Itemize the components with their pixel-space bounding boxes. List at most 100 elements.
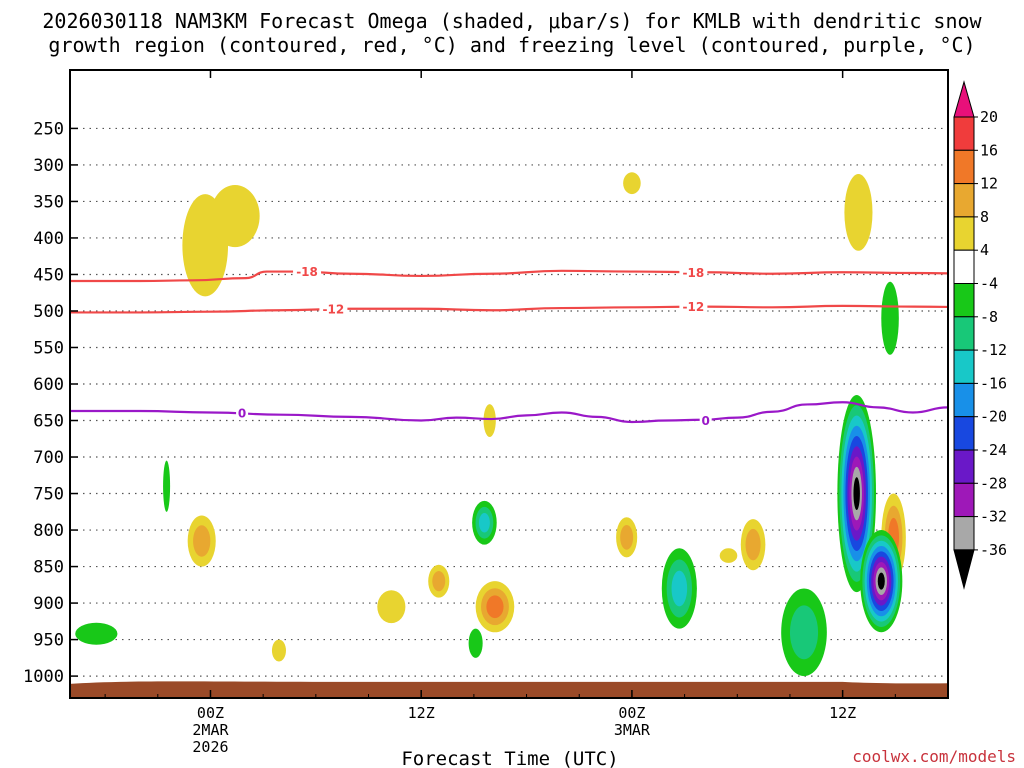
contour-label-bg	[995, 266, 1023, 281]
y-tick-label-1000: 1000	[23, 667, 64, 687]
contour-label-freezing-level: 0	[238, 407, 246, 421]
y-tick-label-650: 650	[33, 412, 64, 432]
contour-freezing-level	[70, 401, 948, 424]
y-tick-label-300: 300	[33, 156, 64, 176]
colorbar: 20 16 12 8 4 -4 -8 -12 -16 -20 -24 -28 -32 -36	[953, 80, 1007, 590]
omega-area-18	[468, 628, 483, 658]
omega-shade-level	[468, 628, 483, 658]
colorbar-label: -8	[980, 308, 998, 326]
y-tick-label-600: 600	[33, 375, 64, 395]
chart-title-line2: growth region (contoured, red, °C) and f…	[48, 33, 975, 57]
colorbar-label: -28	[980, 474, 1007, 492]
omega-shade-level	[377, 590, 406, 624]
y-axis-pressure: 250 300 350 400 450 500 550 600 650 700 750 800 850 9…	[23, 119, 78, 687]
colorbar-segment-1	[953, 116, 975, 151]
omega-area-12	[377, 590, 406, 624]
colorbar-segment-11	[953, 449, 975, 484]
x-tick-label: 12Z	[829, 704, 856, 722]
y-tick-label-700: 700	[33, 448, 64, 468]
omega-shade-level	[844, 174, 873, 251]
omega-area-16	[781, 588, 827, 677]
credit-text[interactable]: coolwx.com/models	[852, 747, 1016, 766]
omega-area-3	[844, 174, 873, 251]
omega-area-5	[881, 281, 899, 355]
contour-label-dgz-minus18: -18	[999, 267, 1021, 281]
colorbar-arrow-bottom	[953, 549, 975, 590]
colorbar-segment-2	[953, 149, 975, 185]
omega-shade-level	[877, 572, 885, 590]
colorbar-segment-6	[953, 283, 975, 318]
colorbar-label: -20	[980, 408, 1007, 426]
y-tick-label-900: 900	[33, 594, 64, 614]
x-tick-label: 00Z	[618, 704, 645, 722]
omega-area-15	[719, 548, 738, 563]
colorbar-label: -32	[980, 508, 1007, 526]
omega-area-1	[210, 185, 260, 248]
contour-label-freezing-level: 0	[701, 414, 709, 428]
omega-shade-level	[789, 605, 819, 660]
contour-label-bg	[699, 412, 712, 428]
colorbar-label: -4	[980, 275, 998, 293]
omega-shade-level	[957, 638, 975, 664]
contour-label-bg	[236, 405, 249, 421]
colorbar-segment-5	[953, 249, 975, 284]
omega-shade-level	[745, 528, 761, 561]
omega-shade-level	[271, 639, 286, 662]
omega-area-24	[985, 588, 1024, 646]
colorbar-segment-4	[953, 216, 975, 251]
contour-label-bg	[679, 264, 708, 280]
omega-shade-level	[719, 548, 738, 563]
omega-shade-level	[163, 460, 171, 512]
contour-dgz-minus12	[70, 304, 948, 314]
colorbar-segment-9	[953, 382, 975, 418]
y-tick-label-800: 800	[33, 521, 64, 541]
omega-shade-level	[432, 571, 446, 592]
omega-area-4	[483, 404, 496, 437]
x-tick-label: 00Z	[197, 704, 224, 722]
y-tick-label-450: 450	[33, 265, 64, 285]
omega-shade-level	[671, 570, 688, 607]
colorbar-label: -16	[980, 374, 1007, 392]
contour-label-bg	[293, 263, 322, 279]
omega-shade-level	[478, 513, 490, 533]
x-tick-label: 12Z	[408, 704, 435, 722]
y-tick-label-950: 950	[33, 631, 64, 651]
omega-area-14	[957, 638, 975, 664]
x-tick-label: 2MAR	[192, 721, 229, 739]
y-tick-label-550: 550	[33, 338, 64, 358]
colorbar-segment-3	[953, 183, 975, 218]
omega-shade-level	[483, 404, 496, 437]
colorbar-label: -24	[980, 441, 1007, 459]
contour-label-bg	[319, 300, 348, 316]
x-axis-label: Forecast Time (UTC)	[401, 748, 618, 768]
x-axis-time: 00Z2MAR202612Z00Z3MAR12Z00Z4MAR	[104, 70, 949, 756]
contour-label-dgz-minus18: -18	[683, 266, 705, 280]
omega-area-19	[75, 622, 118, 645]
colorbar-segment-10	[953, 416, 975, 451]
omega-area-9	[616, 517, 638, 558]
colorbar-label: -12	[980, 341, 1007, 359]
omega-shade-level	[881, 281, 899, 355]
y-tick-label-250: 250	[33, 119, 64, 139]
colorbar-segment-13	[953, 516, 975, 551]
y-tick-label-850: 850	[33, 558, 64, 578]
y-tick-label-400: 400	[33, 229, 64, 249]
colorbar-segment-8	[953, 349, 975, 384]
omega-area-20	[163, 460, 171, 512]
omega-shade-level	[991, 597, 1021, 639]
omega-area-13	[271, 639, 286, 662]
omega-shade-level	[985, 588, 1024, 646]
colorbar-arrow-top	[953, 80, 975, 118]
omega-area-8	[475, 581, 515, 633]
omega-area-10	[740, 519, 766, 571]
colorbar-label: 16	[980, 141, 998, 159]
contour-label-bg	[679, 298, 708, 314]
contour-label-dgz-minus18: -18	[296, 265, 318, 279]
y-tick-label-500: 500	[33, 302, 64, 322]
y-tick-label-350: 350	[33, 192, 64, 212]
omega-shade-level	[210, 185, 260, 248]
omega-area-17	[472, 500, 497, 545]
x-tick-label: 3MAR	[614, 721, 651, 739]
